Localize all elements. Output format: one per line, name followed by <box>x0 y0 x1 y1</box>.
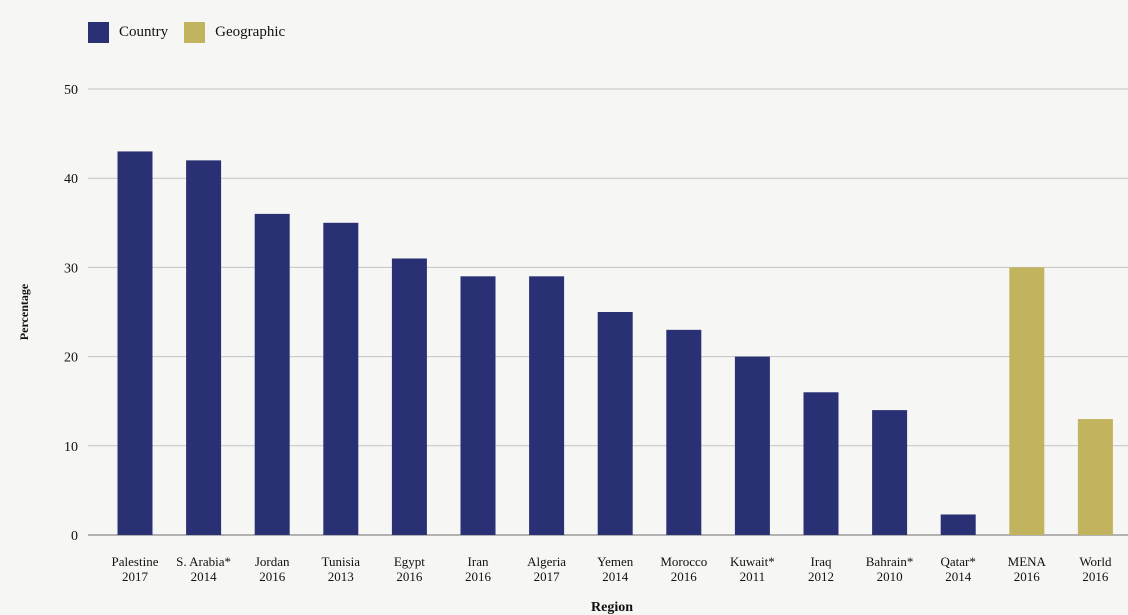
legend-swatch-geographic <box>184 22 206 43</box>
x-tick-year: 2016 <box>1082 569 1109 584</box>
y-tick-label: 30 <box>64 261 78 276</box>
x-tick-year: 2016 <box>259 569 286 584</box>
bar-4 <box>391 258 427 535</box>
x-tick-label: Qatar* <box>941 554 976 569</box>
bar-11 <box>872 410 908 535</box>
x-tick-year: 2010 <box>877 569 903 584</box>
bar-3 <box>323 222 359 536</box>
legend: Country Geographic <box>88 22 285 43</box>
x-tick-label: MENA <box>1008 554 1047 569</box>
legend-label-country: Country <box>119 24 169 40</box>
bar-7 <box>597 312 633 535</box>
y-tick-label: 20 <box>64 351 78 366</box>
x-tick-label: Iraq <box>811 554 832 569</box>
x-tick-year: 2016 <box>671 569 698 584</box>
x-tick-year: 2016 <box>396 569 423 584</box>
bar-6 <box>529 276 565 535</box>
x-tick-year: 2011 <box>740 569 766 584</box>
y-tick-label: 10 <box>64 440 78 455</box>
legend-item-geographic: Geographic <box>184 22 285 43</box>
bar-0 <box>117 151 153 535</box>
x-tick-year: 2014 <box>945 569 972 584</box>
x-tick-label: S. Arabia* <box>176 554 231 569</box>
y-tick-label: 0 <box>71 529 78 544</box>
x-tick-year: 2017 <box>534 569 561 584</box>
legend-swatch-country <box>88 22 109 43</box>
y-tick-label: 40 <box>64 172 78 187</box>
x-tick-year: 2012 <box>808 569 834 584</box>
bar-layer <box>117 151 1113 536</box>
bar-14 <box>1077 419 1113 535</box>
x-tick-label: Tunisia <box>322 554 361 569</box>
bar-9 <box>734 356 770 535</box>
bar-10 <box>803 392 839 535</box>
x-tick-label: Iran <box>468 554 489 569</box>
x-tick-label: World <box>1079 554 1112 569</box>
y-axis-label: Percentage <box>17 283 31 340</box>
x-tick-year: 2013 <box>328 569 354 584</box>
x-tick-label: Kuwait* <box>730 554 775 569</box>
x-tick-year: 2017 <box>122 569 149 584</box>
bar-8 <box>666 329 702 535</box>
x-tick-year: 2016 <box>1014 569 1041 584</box>
x-tick-label: Egypt <box>394 554 425 569</box>
x-axis-label: Region <box>591 600 633 615</box>
x-tick-label: Palestine <box>112 554 159 569</box>
legend-item-country: Country <box>88 22 168 43</box>
legend-label-geographic: Geographic <box>215 24 286 40</box>
x-tick-label: Morocco <box>660 554 707 569</box>
x-tick-label: Yemen <box>597 554 634 569</box>
x-tick-label: Jordan <box>255 554 290 569</box>
x-tick-label: Bahrain* <box>866 554 914 569</box>
bar-5 <box>460 276 496 535</box>
x-tick-label: Algeria <box>527 554 566 569</box>
x-tick-year: 2016 <box>465 569 492 584</box>
bar-1 <box>186 160 222 536</box>
bar-13 <box>1009 267 1045 535</box>
bar-2 <box>254 213 290 535</box>
y-tick-label: 50 <box>64 83 78 98</box>
x-tick-year: 2014 <box>602 569 629 584</box>
bar-12 <box>940 514 976 535</box>
x-tick-year: 2014 <box>191 569 218 584</box>
